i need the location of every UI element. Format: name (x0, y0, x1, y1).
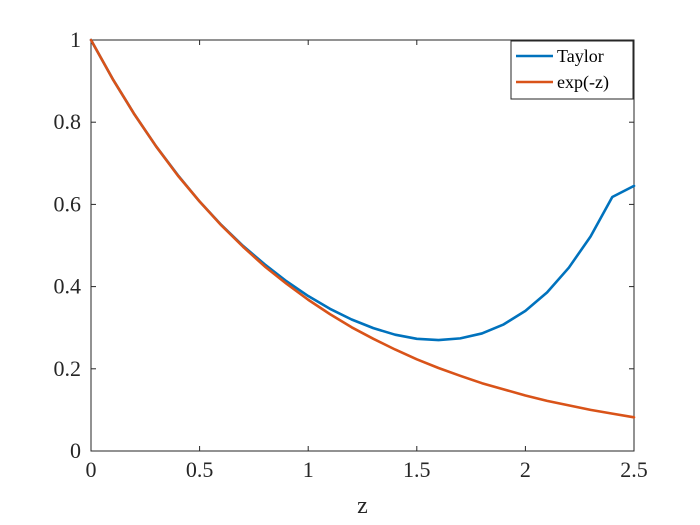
y-axis: 0 0.2 0.4 0.6 0.8 1 (54, 27, 634, 463)
axes-box (90, 39, 635, 452)
legend-box (510, 40, 634, 100)
x-axis-label: z (357, 493, 368, 519)
series-line-2 (89, 38, 636, 419)
series-layer (89, 38, 636, 419)
y-tick-label: 0.8 (54, 109, 82, 134)
y-tick-label: 0.4 (54, 274, 82, 299)
x-tick-label: 2.5 (620, 457, 648, 482)
legend-label-2: exp(-z) (557, 72, 609, 93)
x-tick-label: 0 (86, 457, 97, 482)
x-tick-label: 1 (303, 457, 314, 482)
legend: Taylor exp(-z) (510, 40, 634, 100)
y-tick-label: 0 (70, 438, 81, 463)
y-tick-label: 0.6 (54, 191, 82, 216)
y-tick-label: 1 (70, 27, 81, 52)
y-tick-label: 0.2 (54, 356, 82, 381)
x-tick-label: 2 (520, 457, 531, 482)
x-tick-label: 1.5 (403, 457, 431, 482)
plot-area (90, 39, 635, 452)
x-axis: 0 0.5 1 1.5 2 2.5 (86, 40, 648, 482)
legend-label-1: Taylor (557, 46, 604, 66)
x-tick-label: 0.5 (186, 457, 214, 482)
